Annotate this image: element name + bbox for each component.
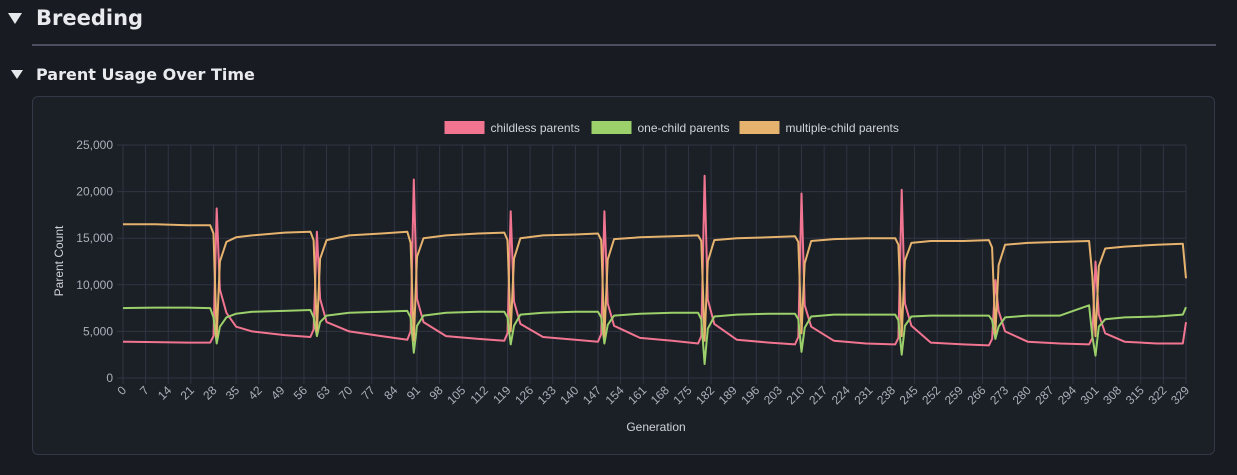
x-tick-label: 203 [761,383,785,407]
chart-series-lines [122,174,1187,365]
x-tick-label: 217 [806,383,830,407]
y-tick-label: 25,000 [76,138,113,152]
x-tick-label: 231 [851,383,875,407]
subsection-title: Parent Usage Over Time [36,65,255,84]
legend-label: multiple-child parents [786,121,899,135]
parent-usage-toggle[interactable]: Parent Usage Over Time [11,65,255,84]
chart-grid [117,144,1187,384]
x-tick-label: 315 [1123,383,1147,407]
x-tick-label: 238 [874,383,898,407]
breeding-section-toggle[interactable]: Breeding [8,6,143,30]
x-tick-label: 182 [693,383,717,407]
x-tick-label: 287 [1032,383,1056,407]
legend-label: one-child parents [638,121,730,135]
x-tick-label: 175 [670,383,694,407]
legend-label: childless parents [491,121,580,135]
y-axis-ticks: 0 5,000 10,000 15,000 20,000 25,000 [76,138,113,385]
x-tick-label: 56 [291,383,311,403]
legend-multiple-child-parents[interactable]: multiple-child parents [739,121,899,135]
y-tick-label: 15,000 [76,231,113,245]
x-tick-label: 119 [490,383,514,407]
x-tick-label: 259 [942,383,966,407]
x-tick-label: 196 [738,383,762,407]
chart-card: 0 5,000 10,000 15,000 20,000 25,000 0 7 14 21 28 3… [32,96,1215,455]
collapse-triangle-icon [8,12,22,24]
y-axis-label: Parent Count [52,225,66,296]
y-tick-label: 20,000 [76,185,113,199]
x-axis-label: Generation [626,420,685,434]
x-tick-label: 14 [155,383,175,403]
x-tick-label: 273 [987,383,1011,407]
x-tick-label: 147 [580,383,604,407]
legend-swatch [739,121,780,134]
legend-childless-parents[interactable]: childless parents [444,121,580,135]
x-tick-label: 35 [223,383,243,403]
x-tick-label: 210 [784,383,808,407]
x-tick-label: 322 [1145,383,1169,407]
x-tick-label: 112 [468,383,492,407]
x-tick-label: 189 [716,383,740,407]
x-tick-label: 70 [336,383,356,403]
x-tick-label: 91 [404,383,424,403]
x-tick-label: 21 [178,383,198,403]
one-child-parents-line [122,304,1187,365]
legend-swatch [591,121,632,134]
x-tick-label: 77 [359,383,379,403]
x-tick-label: 28 [200,383,220,403]
x-tick-label: 63 [313,383,333,403]
x-tick-label: 7 [137,383,152,398]
x-tick-label: 140 [557,383,581,407]
section-divider [32,44,1216,46]
x-tick-label: 42 [245,383,265,403]
x-tick-label: 294 [1055,383,1079,407]
x-tick-label: 252 [919,383,943,407]
x-tick-label: 0 [114,383,129,398]
x-tick-label: 308 [1100,383,1124,407]
x-tick-label: 126 [512,383,536,407]
x-tick-label: 98 [426,383,446,403]
x-tick-label: 266 [965,383,989,407]
x-tick-label: 329 [1168,383,1192,407]
x-tick-label: 168 [648,383,672,407]
x-tick-label: 49 [268,383,288,403]
x-tick-label: 245 [897,383,921,407]
section-title: Breeding [36,6,144,30]
chart-legend: childless parents one-child parents multip… [444,121,899,135]
y-tick-label: 10,000 [76,278,113,292]
multiple-child-parents-line [123,223,1187,342]
y-tick-label: 0 [106,371,113,385]
x-tick-label: 105 [444,383,468,407]
legend-swatch [444,121,485,134]
x-tick-label: 84 [381,383,401,403]
x-tick-label: 301 [1078,383,1102,407]
x-tick-label: 133 [535,383,559,407]
childless-parents-line [122,174,1187,347]
x-tick-label: 280 [1010,383,1034,407]
x-tick-label: 224 [829,383,853,407]
x-tick-label: 161 [625,383,649,407]
y-tick-label: 5,000 [83,324,113,338]
x-tick-label: 154 [603,383,627,407]
collapse-triangle-icon [11,70,23,79]
legend-one-child-parents[interactable]: one-child parents [591,121,730,135]
